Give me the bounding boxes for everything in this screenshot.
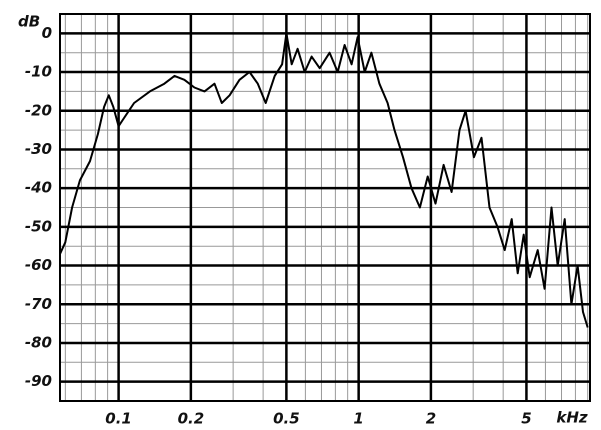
x-tick-label: 1 <box>353 410 363 428</box>
y-tick-label: -40 <box>25 179 52 197</box>
y-tick-label: -60 <box>25 256 52 274</box>
y-tick-label: -50 <box>25 217 52 235</box>
y-tick-label: -70 <box>25 295 52 313</box>
y-tick-label: -10 <box>25 63 52 81</box>
x-tick-label: 2 <box>426 410 436 428</box>
y-tick-label: -20 <box>25 101 52 119</box>
x-tick-label: 0.5 <box>273 410 300 428</box>
y-tick-label: -30 <box>25 140 52 158</box>
y-axis-label: dB <box>18 13 40 31</box>
y-tick-label: 0 <box>42 24 52 42</box>
x-tick-label: 0.2 <box>178 410 205 428</box>
x-tick-label: 0.1 <box>105 410 132 428</box>
plot-frame <box>59 13 591 402</box>
x-tick-label: 5 <box>521 410 531 428</box>
response-line <box>59 32 589 328</box>
x-axis-label: kHz <box>556 409 588 427</box>
y-tick-label: -90 <box>25 372 52 390</box>
y-tick-label: -80 <box>25 333 52 351</box>
